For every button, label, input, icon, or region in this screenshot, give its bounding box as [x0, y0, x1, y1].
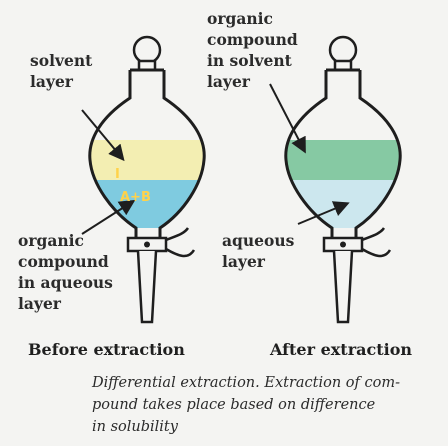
annotation-mixture: A+B [120, 190, 151, 205]
funnel-before: I A+B [81, 35, 206, 324]
heading-after: After extraction [270, 340, 413, 359]
arrow-aqueous [81, 199, 136, 235]
arrow-solvent [81, 109, 125, 162]
funnel-body-after [284, 68, 402, 238]
label-organic-in-solvent: organic compound in solvent layer [207, 9, 298, 91]
solvent-layer-fill [89, 140, 205, 180]
annotation-mark: I [115, 167, 120, 182]
figure-caption: Differential extraction. Extraction of c… [92, 375, 400, 435]
stopcock-handle [165, 227, 196, 258]
funnel-after [269, 35, 402, 324]
arrow-aqueous-after [297, 201, 350, 225]
funnel-stem-after [332, 250, 354, 324]
funnel-stem [136, 250, 158, 324]
heading-before: Before extraction [28, 340, 185, 359]
label-aqueous-layer: aqueous layer [222, 231, 295, 271]
stopper-after [328, 35, 358, 65]
stopper [132, 35, 162, 65]
label-organic-in-aqueous: organic compound in aqueous layer [18, 231, 113, 313]
arrow-solvent-after [269, 83, 306, 154]
solvent-layer-fill-after [285, 140, 401, 180]
label-solvent-layer: solvent layer [30, 51, 93, 91]
